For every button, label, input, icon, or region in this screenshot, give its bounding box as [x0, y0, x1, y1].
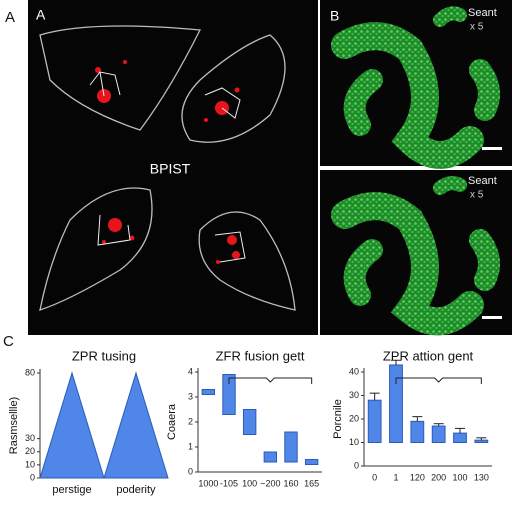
panel-label: C	[3, 333, 14, 350]
x-tick-label: 0	[372, 472, 377, 482]
bar	[304, 459, 319, 465]
bar	[431, 425, 446, 443]
y-tick-label: 20	[349, 413, 359, 423]
y-tick-label: 3	[188, 391, 193, 401]
y-tick-label: 0	[354, 460, 359, 470]
x-tick-label: 200	[431, 472, 446, 482]
x-tick-label: 130	[474, 472, 489, 482]
panel-title: Seant	[468, 175, 497, 187]
y-tick-label: 1	[188, 441, 193, 451]
x-tick-label: poderity	[116, 484, 156, 496]
panel-label: B	[330, 8, 339, 24]
panel-scale: x 5	[470, 22, 484, 33]
bar	[410, 420, 425, 444]
center-label: BPIST	[150, 161, 191, 177]
x-tick-label: 160	[283, 478, 298, 488]
y-tick-label: 4	[188, 366, 193, 376]
green-shapes	[331, 6, 500, 336]
y-tick-label: 40	[349, 366, 359, 376]
y-axis-label: Coaera	[166, 403, 178, 440]
triangle	[103, 371, 169, 479]
scale-bar	[482, 147, 502, 150]
bar	[201, 389, 216, 395]
chart-title: ZPR attion gent	[383, 348, 474, 363]
bar	[222, 374, 236, 415]
x-tick-label: 100	[452, 472, 467, 482]
bar	[284, 431, 298, 463]
chart-title: ZFR fusion gett	[216, 348, 305, 363]
bar	[242, 409, 257, 435]
x-tick-label: 165	[304, 478, 319, 488]
bar	[474, 439, 489, 443]
panel-title: Seant	[468, 7, 497, 19]
y-tick-label: 10	[25, 459, 35, 469]
panel-label: A	[5, 9, 15, 26]
panel-a-bg	[28, 0, 318, 335]
scale-bar	[482, 316, 502, 319]
significance-bracket	[228, 377, 313, 384]
x-tick-label: perstige	[52, 484, 91, 496]
bar	[367, 399, 382, 444]
panel-label: A	[36, 7, 46, 23]
bar	[389, 364, 403, 444]
x-tick-label: -105	[220, 478, 238, 488]
y-tick-label: 30	[349, 390, 359, 400]
y-tick-label: 80	[25, 367, 35, 377]
y-tick-label: 30	[25, 433, 35, 443]
cells	[39, 25, 296, 311]
panel-scale: x 5	[470, 190, 484, 201]
y-tick-label: 20	[25, 446, 35, 456]
bar	[453, 432, 467, 444]
y-tick-label: 0	[188, 466, 193, 476]
bar	[263, 451, 278, 463]
triangle	[39, 371, 105, 479]
y-tick-label: 0	[30, 472, 35, 482]
y-tick-label: 10	[349, 437, 359, 447]
x-tick-label: 1000	[198, 478, 218, 488]
x-tick-label: 120	[410, 472, 425, 482]
chart-title: ZPR tusing	[72, 348, 136, 363]
x-tick-label: 1	[393, 472, 398, 482]
x-tick-label: 100	[242, 478, 257, 488]
significance-bracket	[395, 377, 482, 384]
y-axis-label: Rasmsellle)	[8, 397, 20, 454]
x-tick-label: ~200	[260, 478, 280, 488]
y-axis-label: Porcnile	[332, 399, 344, 439]
y-tick-label: 2	[188, 416, 193, 426]
